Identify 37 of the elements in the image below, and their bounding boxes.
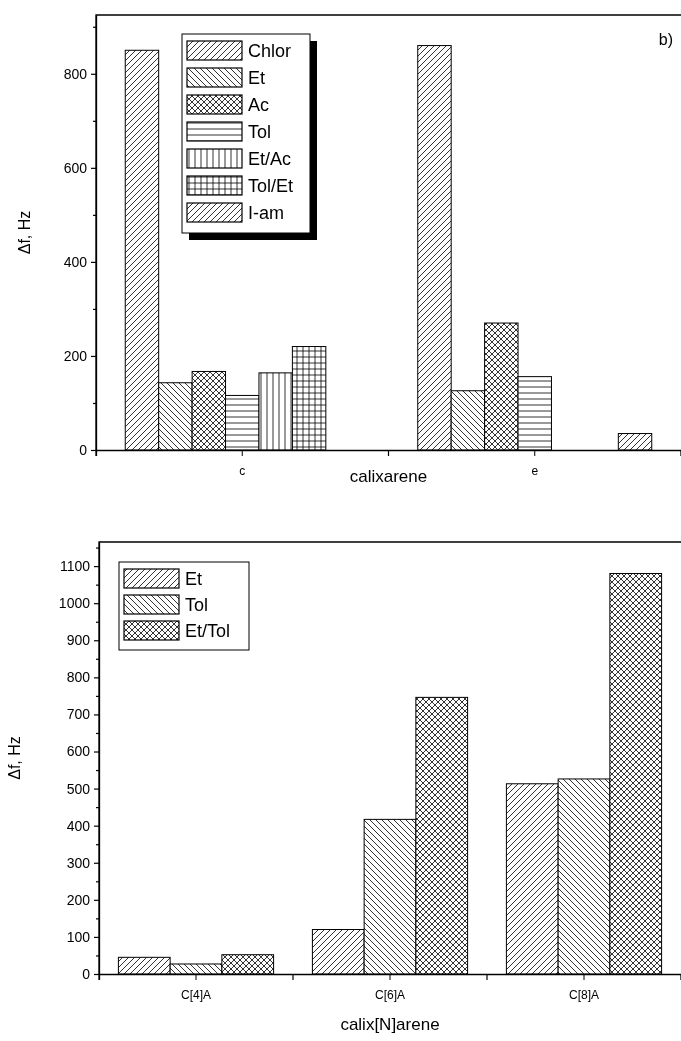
x-tick-label: c [239, 463, 246, 478]
legend-label: Tol/Et [248, 175, 294, 196]
y-tick-label: 200 [63, 347, 88, 364]
y-axis-title: Δf, Hz [6, 736, 23, 780]
x-tick-label: e [531, 463, 539, 478]
legend-label: Et [248, 67, 266, 88]
legend-label: I-am [248, 202, 284, 223]
legend-label: Chlor [248, 40, 292, 61]
y-tick-label: 900 [66, 632, 91, 649]
y-tick-label: 200 [66, 891, 91, 908]
x-axis-title: calixarene [349, 467, 428, 486]
legend-label: Et/Tol [185, 620, 231, 641]
y-tick-label: 800 [66, 669, 91, 686]
annotation: b) [658, 31, 673, 48]
y-tick-label: 1100 [59, 558, 91, 575]
x-axis-title: calix[N]arene [340, 1015, 440, 1034]
y-tick-label: 400 [63, 253, 88, 270]
legend-label: Et/Ac [248, 148, 292, 169]
y-tick-label: 1000 [58, 595, 91, 612]
legend-label: Et [185, 568, 203, 589]
y-tick-label: 800 [63, 65, 88, 82]
y-tick-label: 700 [66, 706, 91, 723]
y-tick-label: 100 [66, 928, 91, 945]
y-axis-title: Δf, Hz [16, 210, 33, 255]
x-tick-label: C[8]A [568, 987, 600, 1002]
y-tick-label: 300 [66, 854, 91, 871]
y-tick-label: 600 [66, 743, 91, 760]
y-tick-label: 500 [66, 780, 91, 797]
y-tick-label: 0 [82, 965, 91, 982]
y-tick-label: 0 [79, 441, 88, 458]
legend-label: Ac [248, 94, 270, 115]
legend-label: Tol [185, 594, 209, 615]
y-tick-label: 400 [66, 817, 91, 834]
legend-label: Tol [248, 121, 272, 142]
x-tick-label: C[6]A [374, 987, 406, 1002]
x-tick-label: C[4]A [180, 987, 212, 1002]
y-tick-label: 600 [63, 159, 88, 176]
